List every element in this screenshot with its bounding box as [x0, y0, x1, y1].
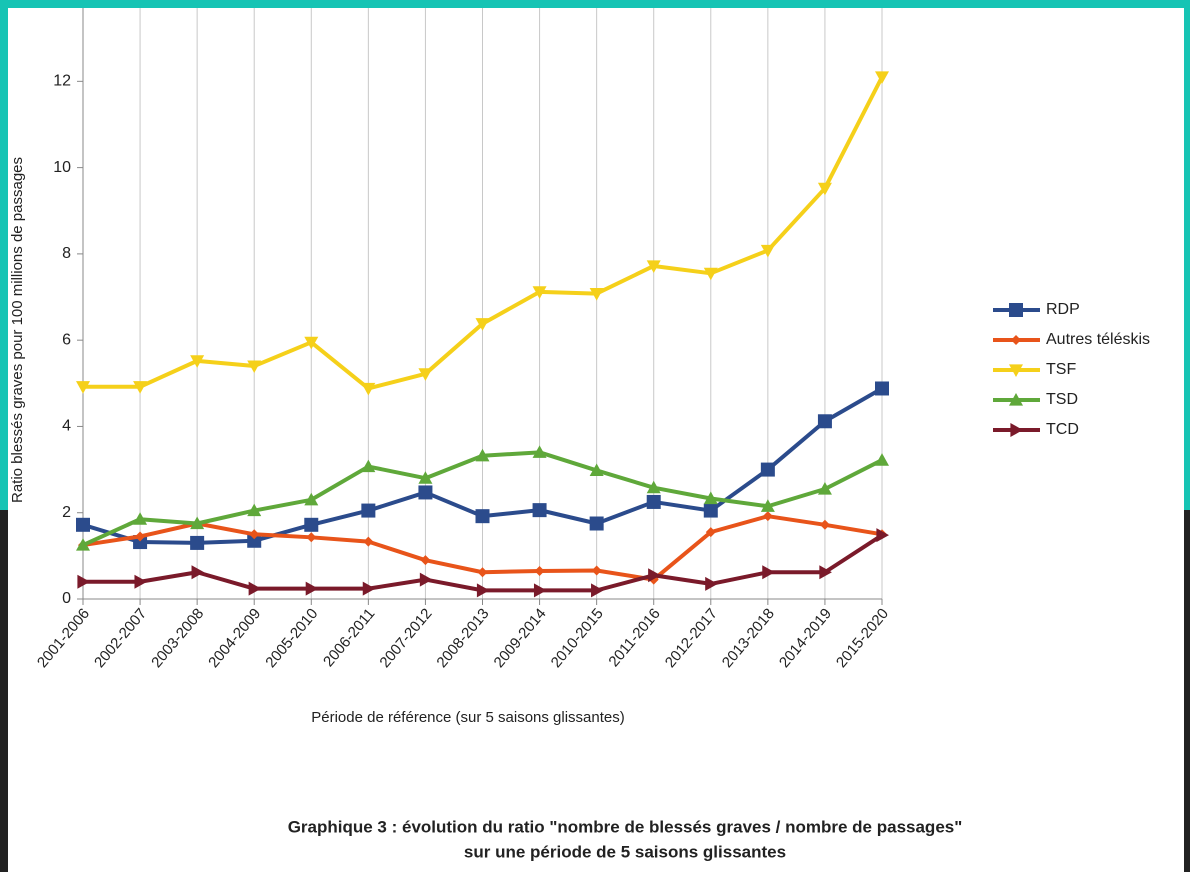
- marker: [304, 517, 319, 532]
- marker: [304, 336, 319, 350]
- frame-left: [0, 0, 8, 510]
- legend-label: RDP: [1046, 301, 1080, 318]
- marker: [135, 531, 146, 542]
- marker: [1009, 364, 1023, 377]
- marker: [819, 519, 830, 530]
- marker: [475, 448, 490, 462]
- caption-line: sur une période de 5 saisons glissantes: [464, 842, 786, 861]
- marker: [589, 287, 604, 301]
- frame-right-dark: [1184, 510, 1190, 872]
- marker: [646, 260, 661, 273]
- legend-label: TCD: [1046, 421, 1079, 438]
- marker: [190, 516, 205, 530]
- marker: [361, 459, 376, 473]
- marker: [876, 528, 889, 543]
- y-axis-label: Ratio blessés graves pour 100 millions d…: [9, 157, 26, 503]
- marker: [1009, 303, 1023, 317]
- marker: [362, 581, 376, 596]
- marker: [247, 533, 262, 548]
- y-tick-label: 4: [62, 418, 71, 435]
- caption-line: Graphique 3 : évolution du ratio "nombre…: [288, 817, 963, 836]
- marker: [703, 267, 718, 281]
- marker: [705, 576, 718, 591]
- marker: [532, 445, 547, 458]
- marker: [760, 499, 775, 512]
- marker: [475, 509, 490, 524]
- frame-right: [1184, 0, 1190, 510]
- marker: [420, 555, 431, 566]
- marker: [533, 583, 547, 598]
- marker: [249, 529, 260, 540]
- y-tick-label: 12: [53, 73, 71, 90]
- y-tick-label: 0: [62, 590, 71, 607]
- marker: [418, 471, 433, 484]
- marker: [532, 286, 547, 299]
- y-tick-label: 10: [53, 159, 71, 176]
- marker: [762, 511, 773, 522]
- marker: [875, 71, 889, 85]
- marker: [760, 244, 775, 258]
- marker: [1011, 335, 1021, 345]
- frame-left-dark: [0, 510, 8, 872]
- marker: [1009, 393, 1023, 406]
- marker: [532, 503, 547, 518]
- marker: [247, 503, 262, 517]
- marker: [703, 491, 718, 505]
- marker: [476, 583, 490, 598]
- marker: [191, 565, 205, 580]
- marker: [589, 463, 604, 477]
- marker: [817, 414, 832, 429]
- marker: [762, 565, 775, 580]
- marker: [589, 516, 604, 531]
- x-axis-label: Période de référence (sur 5 saisons glis…: [311, 709, 625, 726]
- marker: [703, 503, 718, 518]
- marker: [418, 485, 433, 500]
- marker: [304, 492, 319, 506]
- marker: [875, 381, 889, 396]
- marker: [190, 355, 205, 368]
- marker: [248, 581, 262, 596]
- frame-top: [0, 0, 1190, 8]
- marker: [477, 567, 488, 578]
- marker: [418, 368, 433, 381]
- marker: [361, 503, 376, 518]
- legend-label: TSF: [1046, 361, 1076, 378]
- marker: [419, 572, 433, 587]
- marker: [305, 581, 319, 596]
- marker: [363, 536, 374, 547]
- marker: [591, 583, 604, 598]
- marker: [817, 481, 832, 495]
- marker: [76, 538, 90, 551]
- marker: [591, 565, 602, 576]
- marker: [306, 532, 317, 543]
- marker: [247, 360, 262, 374]
- marker: [534, 565, 545, 576]
- marker: [646, 480, 661, 494]
- marker: [817, 182, 832, 196]
- legend-label: Autres téléskis: [1046, 331, 1150, 348]
- marker: [76, 381, 90, 394]
- marker: [76, 517, 90, 532]
- y-tick-label: 6: [62, 331, 71, 348]
- marker: [819, 565, 832, 580]
- marker: [1010, 423, 1023, 437]
- marker: [705, 527, 716, 538]
- marker: [475, 318, 490, 331]
- marker: [361, 382, 376, 396]
- marker: [77, 574, 90, 589]
- y-tick-label: 2: [62, 504, 71, 521]
- legend-label: TSD: [1046, 391, 1078, 408]
- marker: [133, 381, 148, 394]
- marker: [648, 568, 661, 583]
- marker: [190, 535, 205, 550]
- marker: [134, 574, 148, 589]
- marker: [133, 512, 148, 525]
- marker: [875, 453, 889, 466]
- y-tick-label: 8: [62, 245, 71, 262]
- marker: [646, 494, 661, 509]
- marker: [760, 462, 775, 477]
